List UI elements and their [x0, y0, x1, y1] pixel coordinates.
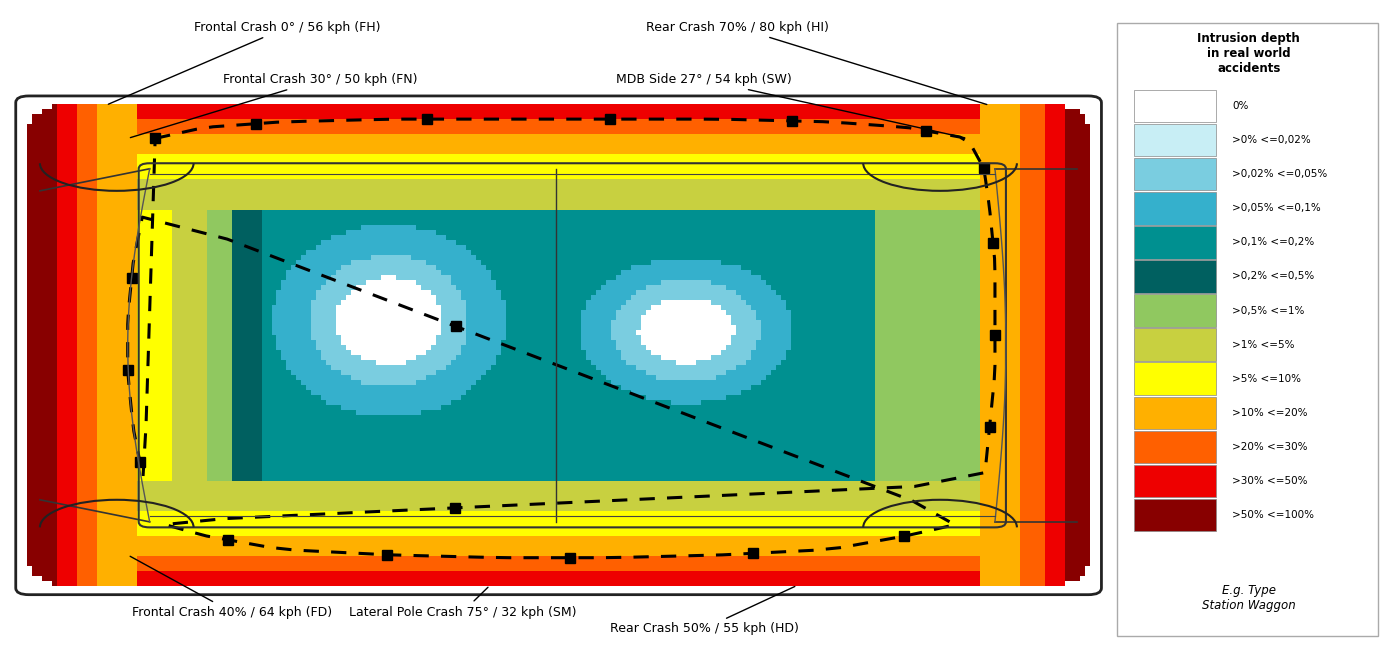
- Text: Rear Crash 70% / 80 kph (HI): Rear Crash 70% / 80 kph (HI): [645, 21, 986, 104]
- Text: >1% <=5%: >1% <=5%: [1233, 340, 1295, 349]
- Text: >0,1% <=0,2%: >0,1% <=0,2%: [1233, 237, 1315, 248]
- Bar: [1134, 192, 1216, 224]
- Text: Intrusion depth
in real world
accidents: Intrusion depth in real world accidents: [1198, 33, 1300, 76]
- Bar: [1134, 464, 1216, 497]
- Text: >50% <=100%: >50% <=100%: [1233, 510, 1315, 520]
- Text: 0%: 0%: [1233, 102, 1248, 111]
- Text: Frontal Crash 0° / 56 kph (FH): Frontal Crash 0° / 56 kph (FH): [109, 21, 380, 104]
- Text: >0,02% <=0,05%: >0,02% <=0,05%: [1233, 170, 1328, 179]
- Text: Rear Crash 50% / 55 kph (HD): Rear Crash 50% / 55 kph (HD): [610, 586, 798, 635]
- Text: >20% <=30%: >20% <=30%: [1233, 441, 1308, 452]
- Bar: [1134, 226, 1216, 259]
- Bar: [1134, 295, 1216, 327]
- Text: Frontal Crash 30° / 50 kph (FN): Frontal Crash 30° / 50 kph (FN): [131, 73, 417, 138]
- Bar: [1134, 329, 1216, 361]
- Text: >0,5% <=1%: >0,5% <=1%: [1233, 306, 1305, 316]
- Text: Frontal Crash 40% / 64 kph (FD): Frontal Crash 40% / 64 kph (FD): [130, 556, 332, 619]
- Text: Lateral Pole Crash 75° / 32 kph (SM): Lateral Pole Crash 75° / 32 kph (SM): [348, 587, 577, 619]
- Text: >5% <=10%: >5% <=10%: [1233, 374, 1301, 383]
- Bar: [1134, 363, 1216, 394]
- Text: >0,05% <=0,1%: >0,05% <=0,1%: [1233, 203, 1321, 213]
- Text: >10% <=20%: >10% <=20%: [1233, 408, 1308, 417]
- Text: >30% <=50%: >30% <=50%: [1233, 475, 1308, 486]
- Bar: [1134, 499, 1216, 531]
- Text: >0% <=0,02%: >0% <=0,02%: [1233, 136, 1311, 145]
- Bar: [1134, 260, 1216, 293]
- Bar: [1134, 125, 1216, 156]
- FancyBboxPatch shape: [1117, 23, 1378, 636]
- Bar: [1134, 396, 1216, 428]
- Text: MDB Side 27° / 54 kph (SW): MDB Side 27° / 54 kph (SW): [616, 73, 965, 138]
- Bar: [1134, 158, 1216, 190]
- Text: E.g. Type
Station Waggon: E.g. Type Station Waggon: [1202, 584, 1295, 612]
- Bar: [1134, 91, 1216, 123]
- Text: >0,2% <=0,5%: >0,2% <=0,5%: [1233, 271, 1315, 282]
- Bar: [1134, 430, 1216, 462]
